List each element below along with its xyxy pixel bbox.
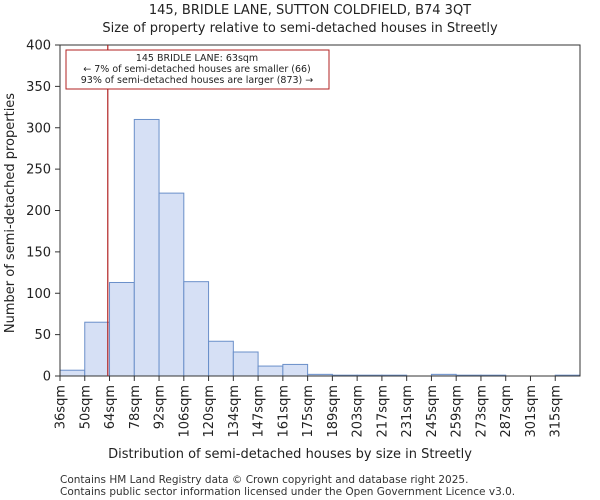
x-tick-label: 259sqm: [450, 385, 465, 438]
x-tick-label: 106sqm: [177, 385, 192, 438]
annotation-line-2: ← 7% of semi-detached houses are smaller…: [83, 64, 311, 75]
annotation-frame: [65, 49, 330, 90]
histogram-bar: [282, 363, 309, 377]
annotation-box: 145 BRIDLE LANE: 63sqm ← 7% of semi-deta…: [65, 49, 330, 90]
y-axis-ticks: 0 50 100 150 200 250 300 350 400: [26, 39, 60, 385]
y-axis-label: Number of semi-detached properties: [3, 93, 18, 333]
x-tick-label: 64sqm: [103, 385, 118, 429]
histogram-bar: [183, 281, 210, 377]
x-tick-label: 245sqm: [425, 385, 440, 438]
histogram-bar: [158, 192, 185, 377]
y-tick-label: 0: [43, 370, 51, 385]
x-tick-label: 287sqm: [499, 385, 514, 438]
histogram-bar: [59, 369, 86, 377]
annotation-line-1: 145 BRIDLE LANE: 63sqm: [136, 53, 258, 64]
histogram-bar: [84, 321, 111, 377]
footer-line-2: Contains public sector information licen…: [60, 486, 515, 498]
histogram-bar: [232, 351, 259, 377]
x-tick-label: 120sqm: [202, 385, 217, 438]
x-axis-ticks: 36sqm 50sqm 64sqm 78sqm 92sqm 106sqm 120sqm 134…: [54, 376, 564, 438]
x-tick-label: 217sqm: [375, 385, 390, 438]
x-tick-label: 175sqm: [301, 385, 316, 438]
chart-subtitle: Size of property relative to semi-detach…: [102, 21, 498, 36]
y-tick-label: 250: [26, 163, 51, 178]
x-tick-label: 50sqm: [78, 385, 93, 429]
plot-frame: [59, 44, 581, 377]
chart-title: 145, BRIDLE LANE, SUTTON COLDFIELD, B74 …: [149, 3, 471, 18]
x-tick-label: 92sqm: [153, 385, 168, 429]
x-tick-label: 231sqm: [400, 385, 415, 438]
histogram-bar: [208, 340, 234, 377]
y-tick-label: 200: [26, 204, 51, 219]
x-tick-label: 161sqm: [276, 385, 291, 438]
x-tick-label: 315sqm: [549, 385, 564, 438]
bars-group: [59, 118, 581, 377]
x-tick-label: 36sqm: [54, 385, 69, 429]
y-tick-label: 400: [26, 39, 51, 54]
x-tick-label: 134sqm: [227, 385, 242, 438]
x-tick-label: 203sqm: [351, 385, 366, 438]
y-tick-label: 350: [26, 80, 51, 95]
x-tick-label: 147sqm: [252, 385, 267, 438]
y-tick-label: 150: [26, 245, 51, 260]
histogram-bar: [109, 281, 135, 377]
y-tick-label: 100: [26, 287, 51, 302]
histogram-bar: [257, 365, 284, 377]
x-tick-label: 189sqm: [326, 385, 341, 438]
footer-line-1: Contains HM Land Registry data © Crown c…: [60, 474, 468, 486]
histogram-bar: [133, 118, 160, 377]
x-axis-label: Distribution of semi-detached houses by …: [108, 447, 472, 462]
x-tick-label: 273sqm: [474, 385, 489, 438]
y-tick-label: 50: [34, 328, 51, 343]
x-tick-label: 78sqm: [128, 385, 143, 429]
x-tick-label: 301sqm: [524, 385, 539, 438]
annotation-line-3: 93% of semi-detached houses are larger (…: [81, 75, 314, 86]
y-tick-label: 300: [26, 121, 51, 136]
